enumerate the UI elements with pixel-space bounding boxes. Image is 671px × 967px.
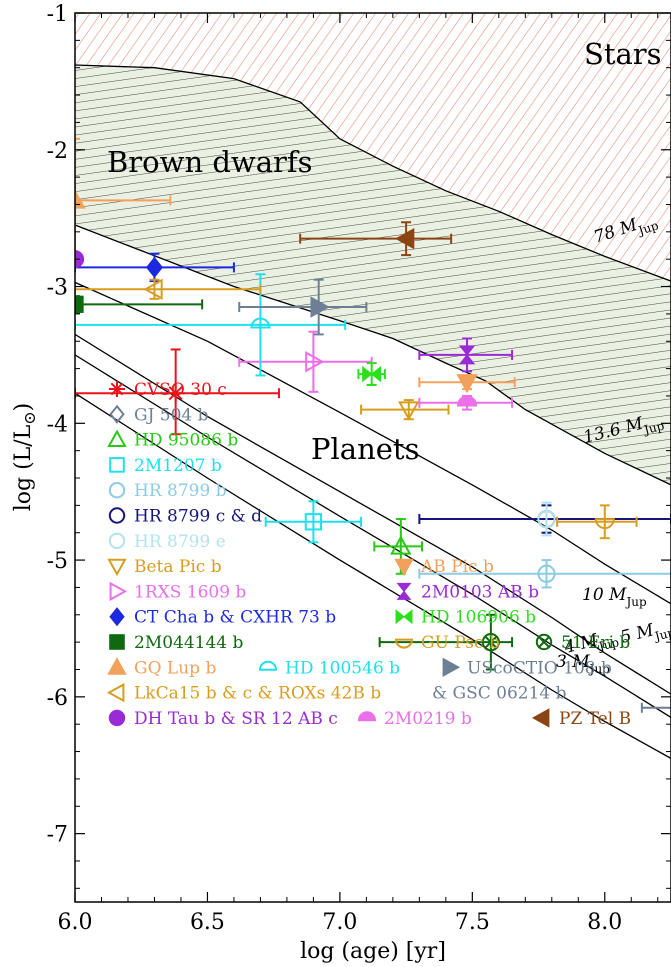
x-tick-label: 7.5 xyxy=(455,910,490,935)
y-tick-label: -6 xyxy=(47,686,68,711)
mass-track-4-mjup xyxy=(75,354,671,718)
plot-frame xyxy=(74,12,671,903)
data-point-gu-psc-b xyxy=(556,504,638,540)
legend-label: UScoCTIO 108 b xyxy=(467,658,612,678)
mass-label-10: 10 MJup xyxy=(582,585,647,609)
legend-item: GJ 504 b xyxy=(109,404,209,425)
y-tick-label: -5 xyxy=(47,549,68,574)
legend-label: GQ Lup b xyxy=(134,658,216,678)
y-tick-label: -4 xyxy=(47,412,68,437)
legend-item: HD 100546 b xyxy=(258,658,400,678)
mass-track-13-6-mjup xyxy=(75,224,671,486)
x-axis-label: log (age) [yr] xyxy=(300,939,446,964)
legend-item: DH Tau b & SR 12 AB c xyxy=(108,709,338,729)
y-tick-label: -3 xyxy=(47,276,68,301)
brown-dwarfs-label: Brown dwarfs xyxy=(107,145,313,179)
data-point-pz-tel-b xyxy=(299,221,453,257)
legend-item: HR 8799 c & d xyxy=(108,507,262,527)
stars-label: Stars xyxy=(584,37,662,71)
legend-item: CT Cha b & CXHR 73 b xyxy=(109,607,336,628)
data-point-hr-8799-e xyxy=(537,501,556,537)
legend-label: DH Tau b & SR 12 AB c xyxy=(134,709,338,729)
legend-label: 2M0219 b xyxy=(384,709,472,729)
legend-item: 2M1207 b xyxy=(109,456,222,476)
data-point-hr-8799-b xyxy=(418,559,671,589)
sun-symbol: ⊙ xyxy=(20,411,39,424)
legend-label: Beta Pic b xyxy=(134,557,222,577)
y-tick-label: -1 xyxy=(47,2,68,27)
legend-label: HD 106906 b xyxy=(421,608,536,628)
y-tick-label: -2 xyxy=(47,139,68,164)
data-point-2m1207-b xyxy=(264,500,363,544)
legend-item: 1RXS 1609 b xyxy=(109,581,246,602)
data-point-51-eri-b xyxy=(378,613,514,671)
legend-label: HD 100546 b xyxy=(285,658,400,678)
mass-track-78-mjup xyxy=(75,64,671,282)
data-point-gq-lup-b xyxy=(75,137,172,263)
brown-dwarfs-region xyxy=(75,65,671,485)
legend-item: HD 106906 b xyxy=(395,608,536,628)
legend-item: GU Psc b xyxy=(394,633,500,653)
legend-item: AB Pic b xyxy=(394,557,494,577)
mass-track-3-mjup xyxy=(75,392,671,759)
legend-label: 51 Eri b xyxy=(561,633,630,653)
data-point-2m044144-b xyxy=(75,295,204,314)
data-point-lkca15-b-c-roxs-42b-b xyxy=(75,278,262,300)
legend-item: 2M044144 b xyxy=(109,633,244,653)
legend-label: CVSO 30 c xyxy=(134,380,227,400)
x-tick-label: 6.5 xyxy=(190,910,225,935)
legend-label: GJ 504 b xyxy=(134,405,209,425)
legend-label: HR 8799 e xyxy=(134,532,226,552)
data-point-beta-pic-b xyxy=(360,399,450,421)
data-point-ab-pic-b xyxy=(418,374,516,394)
y-tick-label: -7 xyxy=(47,823,68,848)
legend-label: 1RXS 1609 b xyxy=(134,582,246,602)
x-tick-label: 8.0 xyxy=(587,910,622,935)
data-point-1rxs-1609-b xyxy=(238,330,373,393)
legend-item: PZ Tel B xyxy=(531,708,631,729)
mass-track-5-mjup xyxy=(75,333,671,695)
legend-label: GU Psc b xyxy=(421,633,500,653)
x-tick-label: 7.0 xyxy=(322,910,357,935)
legend-item: & GSC 06214 b xyxy=(432,684,567,704)
legend-label: 2M0103 AB b xyxy=(421,582,539,602)
data-point-cvso-30-c xyxy=(75,348,280,436)
legend-item: CVSO 30 c xyxy=(109,380,227,400)
legend-item: GQ Lup b xyxy=(107,657,216,678)
data-point-hd-106906-b xyxy=(357,362,386,387)
stars-region xyxy=(75,13,671,282)
legend-item: HD 95086 b xyxy=(107,429,238,451)
mass-track-10-mjup xyxy=(75,281,671,605)
legend-item: UScoCTIO 108 b xyxy=(442,657,612,678)
legend-label: PZ Tel B xyxy=(559,709,631,729)
legend-item: Beta Pic b xyxy=(107,557,222,577)
x-tick-label: 6.0 xyxy=(58,910,93,935)
mass-label-3: 3 MJup xyxy=(556,652,610,676)
legend-item: 2M0103 AB b xyxy=(396,582,539,602)
legend-label: HD 95086 b xyxy=(134,431,238,451)
data-point-hr-8799-c-d xyxy=(418,504,671,534)
legend-label: HR 8799 c & d xyxy=(134,507,262,527)
legend-label: 2M1207 b xyxy=(134,456,222,476)
legend-item: HR 8799 e xyxy=(108,532,226,552)
y-axis-label: log (L/L⊙) xyxy=(11,403,39,512)
legend-label: AB Pic b xyxy=(420,557,494,577)
legend: CVSO 30 c GJ 504 b HD 95086 b 2M1207 b HR 87… xyxy=(106,380,631,729)
legend-label: 2M044144 b xyxy=(134,633,244,653)
legend-label: LkCa15 b & c & ROXs 42B b xyxy=(134,684,381,704)
legend-item: HR 8799 b xyxy=(108,481,227,501)
data-point-2m0219-b xyxy=(418,394,514,411)
data-point-uscoctio-108-b-gsc-06214-b xyxy=(238,278,368,336)
planets-label: Planets xyxy=(311,432,419,466)
legend-label: & GSC 06214 b xyxy=(432,684,567,704)
data-point-2m0103-ab-b xyxy=(418,337,514,373)
legend-label: HR 8799 b xyxy=(134,481,227,501)
legend-item: 51 Eri b xyxy=(535,633,630,653)
data-point-gj-504-b xyxy=(640,702,671,713)
legend-label: CT Cha b & CXHR 73 b xyxy=(134,608,336,628)
legend-item: 2M0219 b xyxy=(357,709,472,729)
legend-item: LkCa15 b & c & ROXs 42B b xyxy=(106,682,381,704)
